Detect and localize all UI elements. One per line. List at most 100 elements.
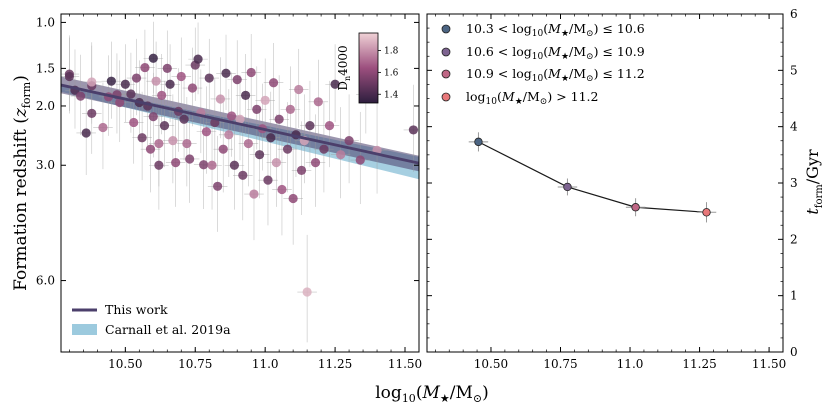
left-legend: This work Carnall et al. 2019a bbox=[72, 302, 231, 337]
series-point bbox=[563, 182, 572, 192]
scatter-point bbox=[204, 73, 214, 83]
scatter-point bbox=[120, 79, 130, 89]
x-tick-label: 11.0 bbox=[252, 357, 279, 371]
x-tick-label: 11.25 bbox=[318, 357, 352, 371]
colorbar-tick-label: 1.8 bbox=[384, 47, 399, 57]
scatter-point bbox=[319, 144, 329, 154]
scatter-point bbox=[201, 127, 212, 137]
legend-label: 10.3 < log10(M★/M⊙) ≤ 10.6 bbox=[466, 21, 645, 39]
scatter-point bbox=[263, 175, 273, 185]
x-tick-label: 10.50 bbox=[108, 357, 142, 371]
colorbar-tick-label: 1.4 bbox=[384, 90, 399, 100]
scatter-point bbox=[324, 121, 335, 131]
x-tick-label: 11.25 bbox=[682, 357, 716, 371]
scatter-point bbox=[302, 287, 312, 297]
y-tick-label: 5 bbox=[790, 63, 798, 77]
scatter-point bbox=[171, 158, 181, 168]
scatter-point bbox=[145, 144, 156, 154]
scatter-point bbox=[282, 144, 293, 154]
y-tick-label: 6.0 bbox=[36, 274, 55, 288]
scatter-point bbox=[148, 53, 158, 63]
scatter-point bbox=[260, 95, 270, 105]
scatter-point bbox=[98, 122, 108, 133]
y-tick-label: 3 bbox=[790, 176, 798, 190]
legend-label-carnall: Carnall et al. 2019a bbox=[105, 322, 231, 337]
scatter-point bbox=[227, 111, 237, 121]
scatter-point bbox=[238, 170, 248, 180]
scatter-point bbox=[313, 97, 323, 107]
series-point bbox=[474, 137, 483, 147]
scatter-point bbox=[137, 133, 147, 143]
series-point bbox=[631, 203, 640, 212]
colorbar-gradient bbox=[358, 32, 379, 104]
y-tick-label: 2.0 bbox=[36, 99, 55, 113]
scatter-point bbox=[75, 91, 86, 101]
scatter-point bbox=[254, 150, 265, 160]
left-axes-frame bbox=[60, 13, 420, 353]
right-legend: 10.3 < log10(M★/M⊙) ≤ 10.6 10.6 < log10(M… bbox=[441, 21, 645, 107]
left-panel: 10.50 10.75 11.0 11.25 11.50 1.0 1.5 2.0 3.0 6.0… bbox=[11, 13, 422, 371]
scatter-point bbox=[246, 67, 256, 78]
scatter-point bbox=[266, 133, 276, 143]
scatter-point bbox=[224, 130, 234, 140]
scatter-point bbox=[215, 94, 226, 104]
scatter-point bbox=[129, 117, 139, 128]
right-y-ticks: 0 1 2 3 4 5 6 bbox=[427, 7, 798, 359]
scatter-point bbox=[268, 78, 279, 88]
scatter-point bbox=[154, 160, 164, 170]
y-tick-label: 1.5 bbox=[36, 61, 55, 75]
x-tick-label: 10.75 bbox=[178, 357, 212, 371]
y-tick-label: 6 bbox=[790, 7, 798, 21]
colorbar-tick-label: 1.6 bbox=[384, 68, 399, 78]
this-work-fit-line bbox=[61, 83, 419, 165]
left-x-ticks: 10.50 10.75 11.0 11.25 11.50 bbox=[69, 14, 422, 371]
scatter-point bbox=[193, 54, 203, 64]
scatter-point bbox=[157, 90, 167, 100]
series-point bbox=[702, 208, 711, 217]
scatter-point bbox=[218, 144, 228, 154]
scatter-point bbox=[296, 165, 307, 175]
scatter-point bbox=[213, 181, 223, 191]
scatter-point bbox=[252, 104, 262, 114]
legend-label: log10(M★/M⊙) > 11.2 bbox=[466, 89, 598, 107]
scatter-point bbox=[243, 138, 253, 149]
x-tick-label: 10.50 bbox=[474, 357, 508, 371]
y-tick-label: 3.0 bbox=[36, 158, 55, 172]
scatter-point bbox=[87, 77, 97, 87]
scatter-point bbox=[140, 62, 150, 73]
x-tick-label: 11.50 bbox=[388, 357, 422, 371]
legend-swatch-carnall bbox=[72, 324, 97, 335]
colorbar-ticks: 1.4 1.6 1.8 bbox=[378, 47, 399, 100]
scatter-point bbox=[355, 155, 365, 165]
scatter-point bbox=[126, 89, 136, 99]
right-panel: 10.50 10.75 11.0 11.25 11.50 0 1 2 3 4 5 6 10.3 < … bbox=[426, 7, 825, 371]
legend-marker bbox=[441, 69, 451, 79]
scatter-point bbox=[187, 83, 198, 93]
legend-label: 10.6 < log10(M★/M⊙) ≤ 10.9 bbox=[466, 44, 645, 62]
scatter-point bbox=[285, 104, 295, 114]
scatter-point bbox=[294, 84, 304, 95]
right-x-ticks: 10.50 10.75 11.0 11.25 11.50 bbox=[434, 14, 786, 371]
legend-marker bbox=[441, 47, 451, 57]
right-axes-frame bbox=[426, 13, 784, 353]
scatter-point bbox=[151, 76, 161, 86]
x-axis-label: log10(M★/M⊙) bbox=[375, 383, 489, 405]
y-tick-label: 2 bbox=[790, 232, 798, 246]
scatter-point bbox=[310, 158, 321, 168]
scatter-point bbox=[131, 73, 142, 83]
left-y-ticks: 1.0 1.5 2.0 3.0 6.0 bbox=[36, 15, 419, 288]
scatter-point bbox=[240, 90, 251, 100]
scatter-point bbox=[305, 121, 315, 131]
y-tick-label: 1 bbox=[790, 289, 798, 303]
scatter-point bbox=[277, 184, 287, 195]
scatter-point bbox=[336, 150, 346, 160]
scatter-point bbox=[207, 160, 217, 170]
scatter-point bbox=[232, 75, 242, 85]
scatter-point bbox=[199, 160, 209, 170]
scatter-point bbox=[185, 154, 195, 164]
scatter-point bbox=[148, 112, 158, 122]
x-tick-label: 11.0 bbox=[617, 357, 644, 371]
scatter-point bbox=[115, 97, 125, 108]
legend-marker bbox=[441, 92, 451, 102]
